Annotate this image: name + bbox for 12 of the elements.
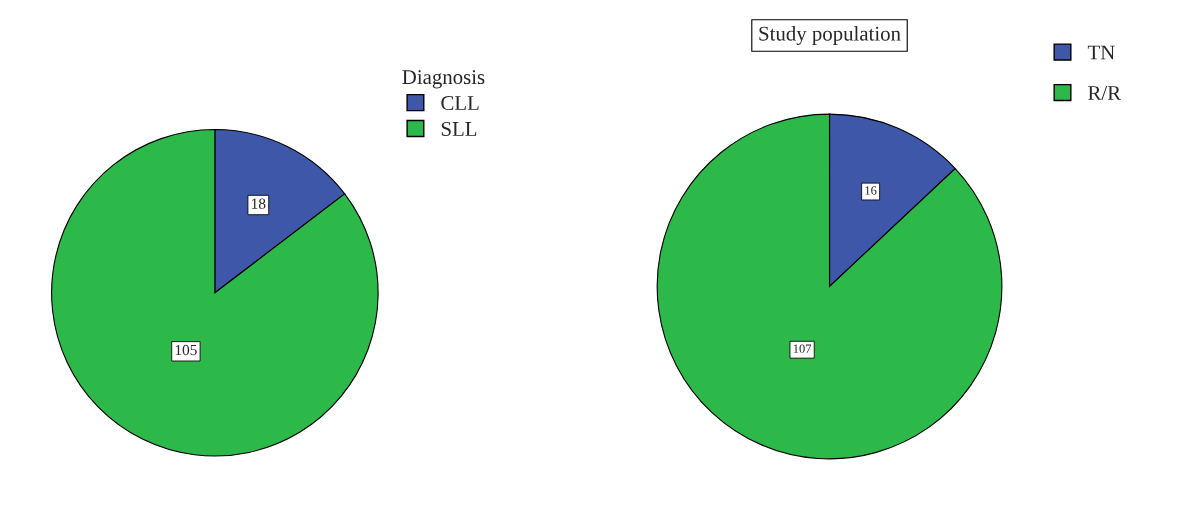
legend-label: SLL xyxy=(441,121,477,136)
data-label: 107 xyxy=(793,344,812,353)
pie-slice xyxy=(656,113,1003,460)
legend-label: CLL xyxy=(441,96,479,111)
data-label: 105 xyxy=(175,344,197,356)
legend-label: R/R xyxy=(1088,86,1122,100)
pie-slice xyxy=(51,128,379,457)
data-label: 18 xyxy=(252,198,266,209)
legend-label: TN xyxy=(1087,45,1115,60)
chart-title: Study population xyxy=(759,26,901,45)
data-label: 16 xyxy=(865,186,877,195)
legend-title: Diagnosis xyxy=(402,70,485,89)
